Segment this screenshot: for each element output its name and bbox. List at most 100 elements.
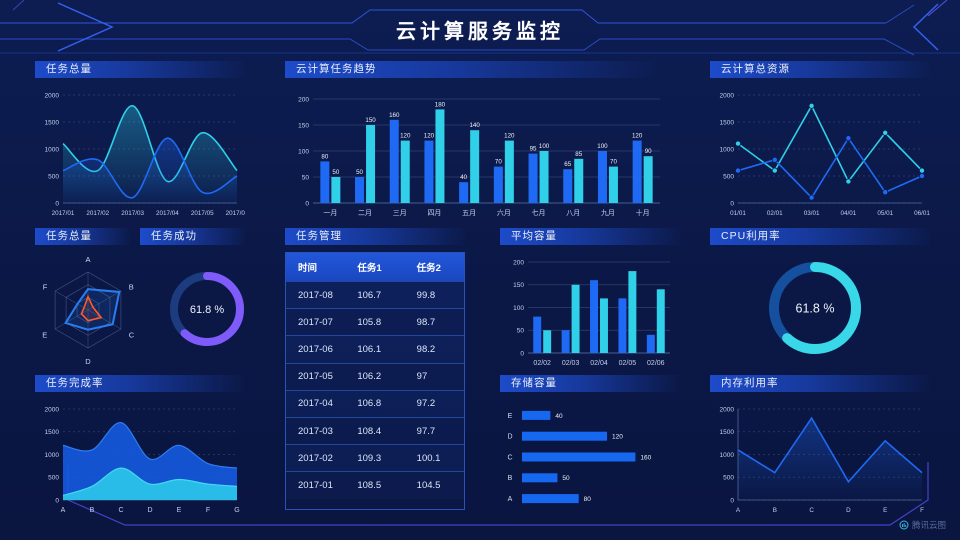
svg-text:B: B: [129, 283, 134, 292]
panel-cpu-usage: CPU利用率 61.8 %: [710, 228, 930, 368]
svg-text:140: 140: [469, 122, 480, 129]
svg-text:一月: 一月: [323, 209, 337, 217]
panel-title-label: 任务完成率: [46, 377, 104, 389]
table-cell: 109.3: [345, 444, 405, 472]
panel-memory-usage: 内存利用率 0 500 1000 1500 2000 A B C D E F: [710, 375, 930, 515]
svg-text:50: 50: [562, 475, 570, 482]
svg-text:五月: 五月: [462, 209, 476, 217]
svg-text:150: 150: [298, 122, 309, 129]
svg-text:03/01: 03/01: [804, 210, 820, 217]
svg-text:85: 85: [575, 151, 582, 158]
svg-text:七月: 七月: [532, 208, 546, 217]
svg-text:1500: 1500: [720, 429, 735, 436]
svg-text:A: A: [508, 496, 513, 503]
table-cell: 108.4: [345, 416, 405, 445]
svg-text:E: E: [177, 507, 182, 514]
cloud-task-trend-bar-chart: 0 50 100 150 200 一月 80 50 二月 50 150 三月 160 120 四月 120 18…: [285, 85, 670, 223]
table-cell: 2017-01: [286, 471, 346, 499]
svg-text:40: 40: [555, 413, 563, 420]
svg-text:02/03: 02/03: [562, 360, 580, 367]
svg-text:05/01: 05/01: [877, 210, 893, 217]
svg-text:A: A: [85, 255, 90, 264]
svg-text:01/01: 01/01: [730, 210, 746, 217]
svg-text:C: C: [118, 507, 123, 514]
table-cell: 106.8: [345, 389, 405, 418]
svg-text:70: 70: [610, 159, 617, 166]
panel-task-total-line: 任务总量 0 500 1000 1500 2000 2017/01 2017/02 2017/…: [35, 61, 249, 218]
svg-text:2000: 2000: [45, 92, 60, 99]
svg-text:D: D: [85, 357, 91, 366]
svg-text:500: 500: [723, 475, 734, 482]
table-header-cell: 时间: [286, 253, 346, 282]
panel-title-label: 内存利用率: [721, 377, 779, 389]
svg-text:02/05: 02/05: [619, 360, 637, 367]
svg-text:2017/06: 2017/06: [226, 210, 245, 217]
svg-text:0: 0: [55, 497, 59, 504]
panel-title: 任务总量: [35, 228, 130, 245]
brand-watermark: 腾讯云图: [899, 519, 946, 531]
table-cell: 98.7: [404, 308, 464, 336]
table-header-cell: 任务2: [404, 253, 464, 282]
svg-text:1000: 1000: [720, 452, 735, 459]
svg-text:1500: 1500: [45, 119, 60, 126]
svg-text:100: 100: [539, 143, 550, 150]
panel-title-label: 任务总量: [46, 63, 92, 75]
svg-text:八月: 八月: [566, 209, 580, 217]
svg-text:2017/01: 2017/01: [52, 210, 75, 217]
svg-text:C: C: [129, 331, 135, 340]
panel-title-label: 任务管理: [296, 230, 342, 242]
svg-text:0: 0: [520, 350, 524, 357]
svg-text:D: D: [147, 507, 152, 514]
task-completion-area-chart: 0 500 1000 1500 2000 A B C D E F G: [35, 399, 245, 520]
svg-text:1000: 1000: [45, 452, 60, 459]
panel-task-success: 任务成功 61.8 %: [140, 228, 245, 368]
panel-title: 任务管理: [285, 228, 465, 245]
svg-text:B: B: [90, 507, 95, 514]
svg-text:150: 150: [513, 282, 524, 289]
svg-text:六月: 六月: [497, 208, 511, 217]
table-row: 2017-01 108.5 104.5: [286, 471, 464, 499]
svg-text:120: 120: [424, 133, 435, 140]
svg-text:B: B: [508, 475, 513, 482]
svg-text:A: A: [61, 507, 66, 514]
svg-text:九月: 九月: [601, 208, 615, 217]
svg-text:90: 90: [645, 148, 652, 155]
svg-text:E: E: [508, 413, 513, 420]
svg-text:0: 0: [55, 200, 59, 207]
svg-text:F: F: [920, 507, 924, 514]
svg-text:100: 100: [298, 148, 309, 155]
table-cell: 99.8: [404, 280, 464, 309]
svg-text:2017/04: 2017/04: [156, 210, 179, 217]
svg-text:E: E: [42, 331, 47, 340]
table-cell: 2017-03: [286, 416, 346, 445]
svg-text:02/04: 02/04: [590, 360, 608, 367]
panel-title: 任务总量: [35, 61, 245, 78]
svg-text:80: 80: [584, 496, 592, 503]
memory-usage-line-chart: 0 500 1000 1500 2000 A B C D E F: [710, 399, 930, 520]
svg-text:0: 0: [305, 200, 309, 207]
table-cell: 104.5: [404, 471, 464, 499]
panel-title-label: 云计算总资源: [721, 63, 790, 75]
svg-text:120: 120: [612, 434, 623, 441]
svg-text:160: 160: [389, 112, 400, 119]
svg-text:F: F: [43, 283, 48, 292]
panel-title-label: 平均容量: [511, 230, 557, 242]
task-total-radar-chart: A B C D E F: [35, 252, 145, 373]
panel-title: 云计算任务趋势: [285, 61, 655, 78]
svg-text:0: 0: [730, 497, 734, 504]
brand-text: 腾讯云图: [911, 520, 946, 530]
table-cell: 97: [404, 362, 464, 391]
panel-title: 平均容量: [500, 228, 680, 245]
panel-title-label: 任务总量: [46, 230, 92, 242]
svg-text:D: D: [846, 507, 851, 514]
panel-title: 云计算总资源: [710, 61, 930, 78]
table-cell: 98.2: [404, 335, 464, 364]
svg-text:95: 95: [530, 146, 537, 153]
svg-text:A: A: [736, 507, 741, 514]
svg-text:02/06: 02/06: [647, 360, 665, 367]
storage-capacity-hbar-chart: E 40 D 120 C 160 B 50 A 80: [500, 399, 680, 520]
panel-task-table: 任务管理 时间 任务1 任务2 2017-08 106.7 99.8 2017-07 105.…: [285, 228, 465, 510]
panel-avg-capacity: 平均容量 0 50 100 150 200 02/02 02/03 02/04 02/05 02/…: [500, 228, 680, 368]
table-cell: 2017-05: [286, 362, 346, 391]
